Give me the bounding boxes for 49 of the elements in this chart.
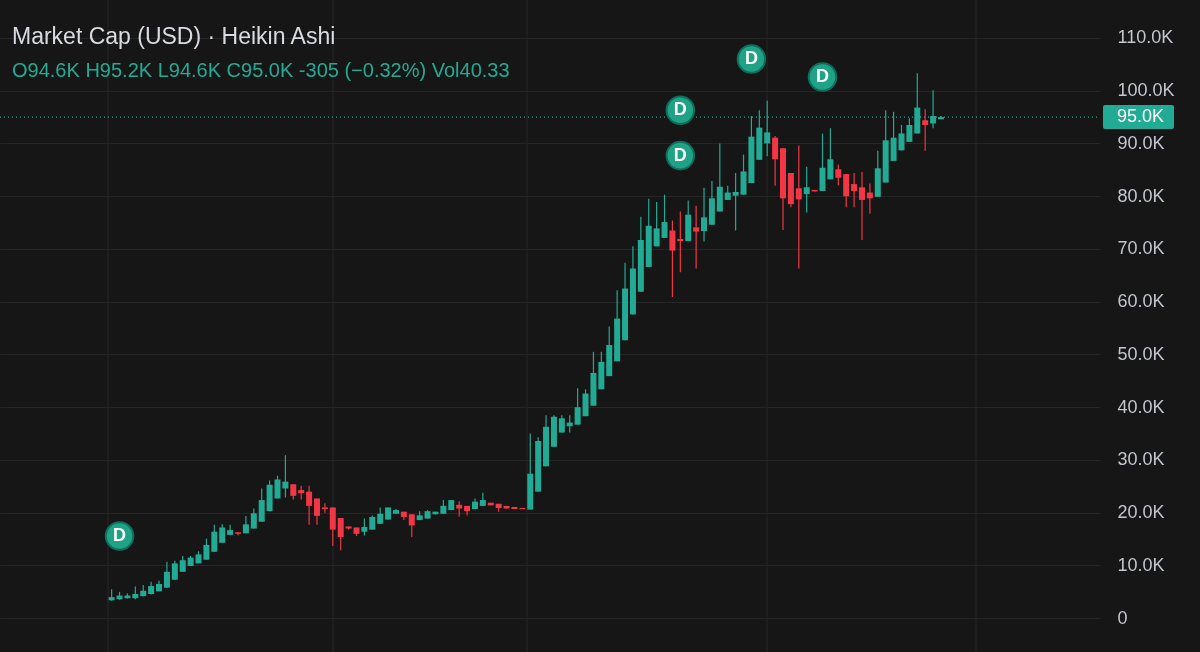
candlestick — [732, 172, 739, 232]
y-tick-label: 0 — [1117, 607, 1128, 628]
candlestick — [163, 561, 170, 589]
candlestick — [772, 135, 779, 187]
candlestick — [906, 117, 913, 143]
text: D — [113, 524, 127, 545]
candlestick — [211, 524, 218, 553]
y-tick-label: 80.0K — [1117, 185, 1165, 206]
candlestick — [306, 485, 313, 526]
y-tick-label: 30.0K — [1117, 449, 1165, 470]
candlestick — [574, 387, 581, 426]
candlestick — [171, 560, 178, 581]
candlestick — [843, 173, 850, 208]
candlestick — [803, 166, 810, 214]
y-tick-label: 110.0K — [1117, 27, 1174, 48]
candlestick — [313, 497, 320, 526]
series-label: D — [744, 48, 758, 69]
candlestick — [258, 487, 265, 523]
candlestick — [858, 171, 865, 241]
text: O94.6K H95.2K L94.6K C95.0K -305 (−0.32%) Vol40.33 — [12, 59, 510, 81]
series-label: D — [673, 99, 687, 120]
y-tick-label: 100.0K — [1117, 80, 1175, 101]
candlestick — [337, 517, 344, 551]
y-tick-label: 60.0K — [1117, 291, 1165, 312]
candlestick — [250, 507, 257, 530]
candlestick — [321, 502, 328, 514]
y-tick-label: 70.0K — [1117, 238, 1165, 259]
candlestick — [219, 523, 226, 544]
y-tick-label: 40.0K — [1117, 396, 1165, 417]
ref-line-label: 95.0K — [1117, 106, 1165, 127]
text: D — [673, 144, 687, 165]
y-tick-label: 20.0K — [1117, 502, 1165, 523]
y-tick-label: 50.0K — [1117, 343, 1165, 364]
candlestick — [795, 144, 802, 270]
candlestick — [669, 219, 676, 298]
candlestick — [653, 201, 660, 247]
candlestick — [851, 172, 858, 208]
candlestick — [693, 205, 700, 270]
candlestick — [835, 163, 842, 186]
text: D — [816, 66, 829, 87]
y-tick-label: 10.0K — [1117, 554, 1165, 575]
candlestick — [677, 210, 684, 273]
candlestick — [922, 108, 929, 152]
candlestick — [701, 187, 708, 243]
text: Market Cap (USD) · Heikin Ashi — [12, 23, 336, 49]
candlestick — [661, 194, 668, 239]
y-tick-label: 90.0K — [1117, 132, 1165, 153]
candlestick — [408, 513, 415, 538]
candlestick — [329, 506, 336, 547]
